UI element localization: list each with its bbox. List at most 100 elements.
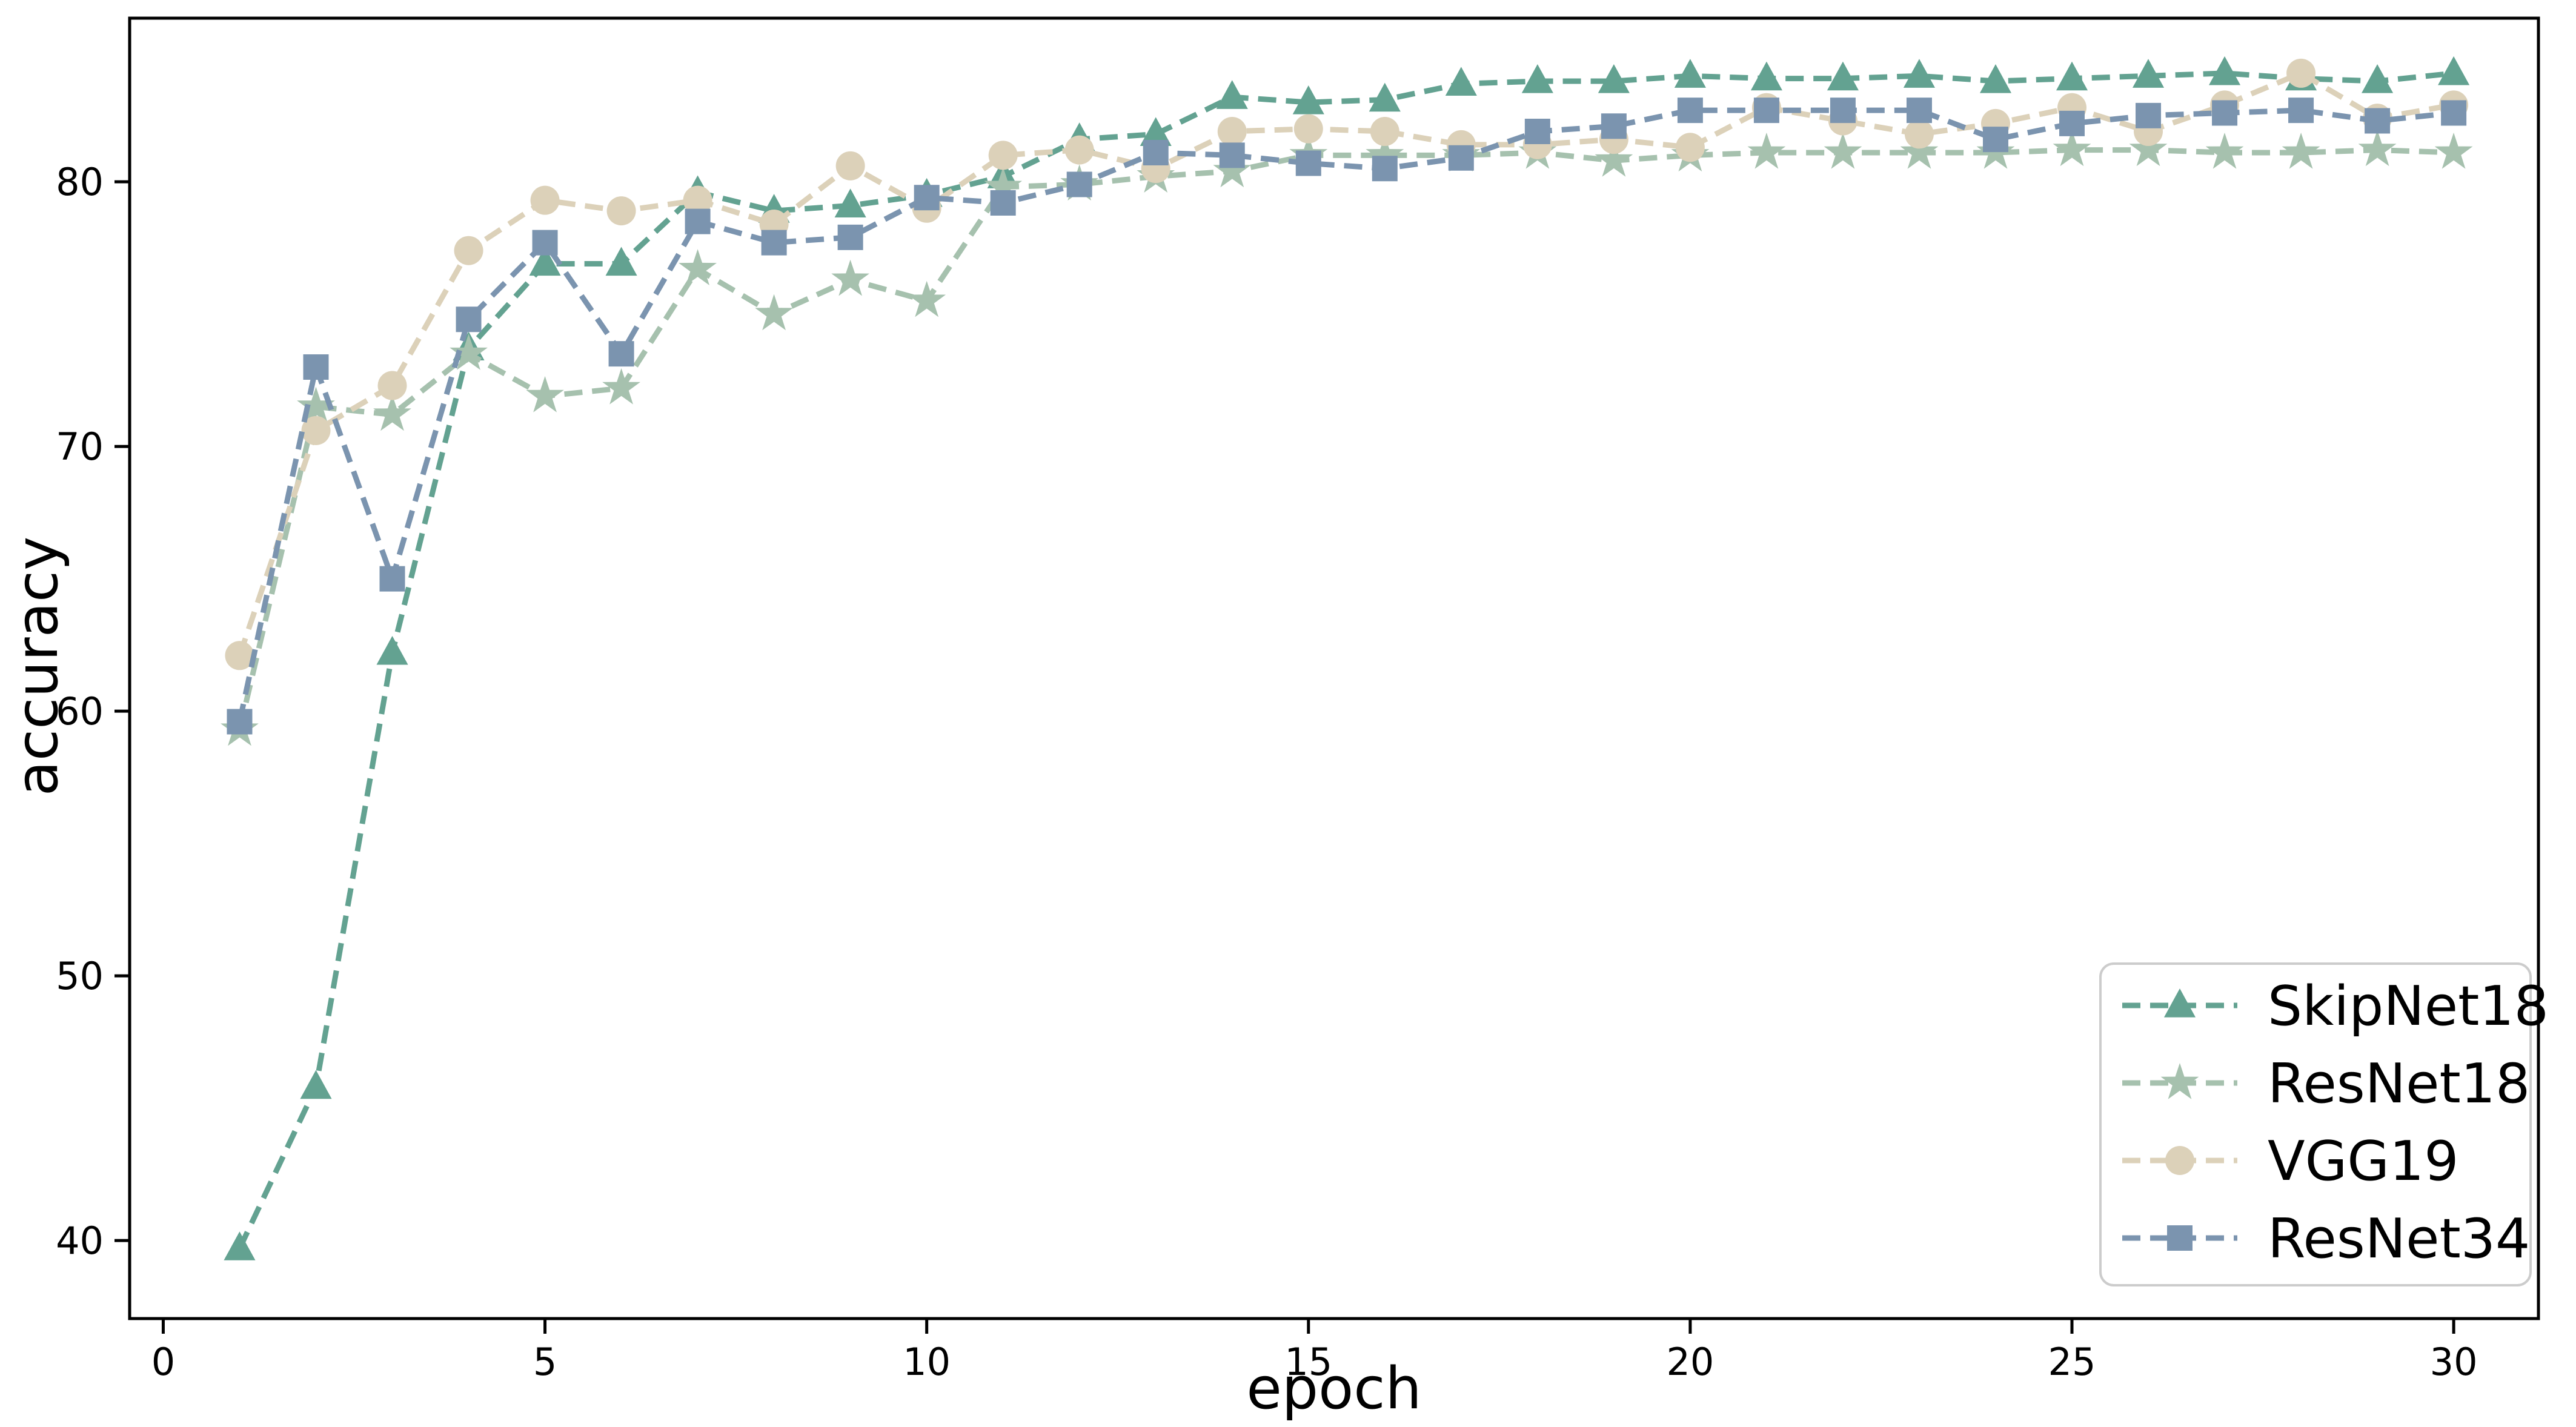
circle-marker: [1217, 117, 1247, 147]
legend-item-VGG19: VGG19: [2122, 1130, 2459, 1193]
triangle-marker: [1979, 64, 2012, 93]
square-marker: [227, 709, 253, 735]
square-marker: [1601, 113, 1627, 139]
square-marker: [1524, 119, 1550, 145]
star-marker: [2358, 130, 2397, 167]
star-marker: [2205, 133, 2244, 169]
triangle-marker: [1369, 82, 1401, 112]
x-axis-label: epoch: [1246, 1356, 1422, 1422]
square-marker: [303, 354, 329, 380]
triangle-marker: [1598, 64, 1630, 93]
circle-marker: [1370, 117, 1399, 147]
circle-marker: [835, 151, 865, 180]
triangle-marker: [2362, 64, 2394, 93]
square-marker: [456, 306, 482, 333]
triangle-marker: [2056, 61, 2088, 91]
triangle-marker: [224, 1231, 256, 1260]
square-marker: [1753, 98, 1779, 124]
triangle-marker: [1674, 59, 1706, 88]
star-marker: [1900, 133, 1939, 169]
circle-marker: [225, 641, 254, 670]
triangle-marker: [834, 188, 866, 217]
star-marker: [755, 294, 793, 331]
square-marker: [990, 190, 1016, 216]
series-markers-ResNet34: [227, 98, 2467, 735]
circle-marker: [301, 416, 331, 445]
circle-marker: [606, 196, 636, 226]
star-marker: [450, 334, 488, 370]
triangle-marker: [376, 635, 408, 665]
star-marker: [373, 394, 411, 431]
triangle-marker: [1750, 61, 1782, 91]
x-tick-label-4: 20: [1666, 1340, 1714, 1384]
square-marker: [2059, 110, 2085, 136]
star-marker: [831, 259, 869, 296]
star-marker: [1824, 133, 1862, 169]
star-marker: [526, 376, 564, 412]
y-tick-label-0: 40: [56, 1219, 104, 1263]
triangle-marker: [2438, 56, 2470, 85]
square-marker: [608, 341, 634, 367]
triangle-marker: [1140, 117, 1172, 147]
circle-marker: [988, 141, 1018, 170]
triangle-marker: [1292, 85, 1324, 114]
legend-item-SkipNet18: SkipNet18: [2122, 975, 2549, 1038]
x-tick-label-1: 5: [533, 1340, 557, 1384]
x-tick-label-3: 15: [1284, 1340, 1332, 1384]
square-marker: [1677, 98, 1703, 124]
circle-marker: [1293, 114, 1323, 144]
series-markers-ResNet18: [221, 130, 2473, 746]
legend-label-ResNet34: ResNet34: [2268, 1207, 2530, 1271]
square-marker: [1448, 145, 1474, 171]
series-line-VGG19: [237, 70, 2454, 657]
star-marker: [1213, 151, 1252, 188]
star-marker: [679, 249, 717, 285]
circle-marker: [454, 236, 483, 265]
square-marker: [1982, 127, 2008, 153]
legend-circle-marker: [2165, 1146, 2194, 1175]
square-marker: [1143, 139, 1169, 165]
y-axis-label: accuracy: [4, 536, 71, 796]
square-marker: [2136, 102, 2162, 128]
star-marker: [602, 368, 640, 405]
circle-marker: [1675, 133, 1705, 162]
x-tick-label-2: 10: [903, 1340, 951, 1384]
circle-marker: [683, 185, 712, 215]
star-marker: [1595, 141, 1633, 177]
star-marker: [2129, 130, 2168, 167]
square-marker: [2441, 100, 2467, 126]
legend-star-marker: [2160, 1063, 2199, 1099]
square-marker: [1830, 98, 1856, 124]
square-marker: [1372, 156, 1398, 182]
legend-box: [2099, 962, 2532, 1286]
square-marker: [685, 208, 711, 234]
y-tick-label-3: 70: [56, 425, 104, 469]
legend: SkipNet18 ResNet18 VGG19 ResNet34: [2099, 962, 2549, 1286]
x-tick-label-0: 0: [151, 1340, 175, 1384]
square-marker: [2365, 108, 2391, 134]
x-tick-label-5: 25: [2048, 1340, 2096, 1384]
y-tick-label-1: 50: [56, 954, 104, 998]
legend-item-ResNet18: ResNet18: [2122, 1052, 2530, 1116]
square-marker: [914, 185, 940, 211]
legend-label-VGG19: VGG19: [2268, 1130, 2459, 1193]
square-marker: [1295, 150, 1321, 176]
star-marker: [984, 167, 1023, 204]
legend-triangle-marker: [2163, 988, 2196, 1018]
series-VGG19: [225, 58, 2469, 670]
star-marker: [2053, 130, 2091, 167]
star-marker: [908, 280, 946, 317]
legend-label-ResNet18: ResNet18: [2268, 1052, 2530, 1116]
series-line-SkipNet18: [237, 70, 2454, 1250]
triangle-marker: [1445, 67, 1477, 96]
legend-item-ResNet34: ResNet34: [2122, 1207, 2530, 1271]
x-axis-ticks: 0 5 10 15 20 25 30: [151, 1319, 2478, 1384]
circle-marker: [530, 185, 560, 215]
circle-marker: [377, 371, 407, 400]
series-ResNet18: [221, 130, 2473, 746]
triangle-marker: [529, 247, 561, 276]
series-ResNet34: [227, 98, 2467, 735]
series-line-ResNet18: [237, 147, 2454, 730]
